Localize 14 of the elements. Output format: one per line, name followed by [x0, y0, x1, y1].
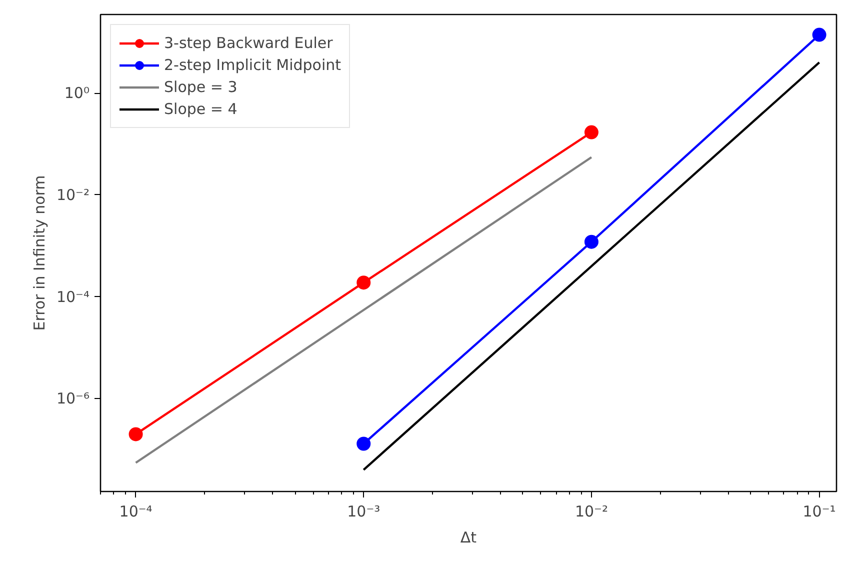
x-axis-title: Δt [460, 528, 477, 546]
y-tick-label: 10⁻² [56, 186, 90, 204]
y-tick-label: 10⁻⁶ [56, 390, 90, 408]
legend-label: Slope = 4 [164, 100, 238, 118]
x-tick-label: 10⁻⁴ [119, 502, 152, 520]
legend-label: Slope = 3 [164, 78, 238, 96]
legend-label: 2-step Implicit Midpoint [164, 56, 342, 74]
x-tick-label: 10⁻³ [347, 502, 380, 520]
y-axis-title: Error in Infinity norm [30, 175, 48, 331]
y-tick-label: 10⁻⁴ [56, 288, 90, 306]
y-tick-label: 10⁰ [64, 84, 90, 102]
x-tick-label: 10⁻¹ [802, 502, 836, 520]
legend-label: 3-step Backward Euler [164, 34, 333, 52]
x-tick-label: 10⁻² [574, 502, 608, 520]
